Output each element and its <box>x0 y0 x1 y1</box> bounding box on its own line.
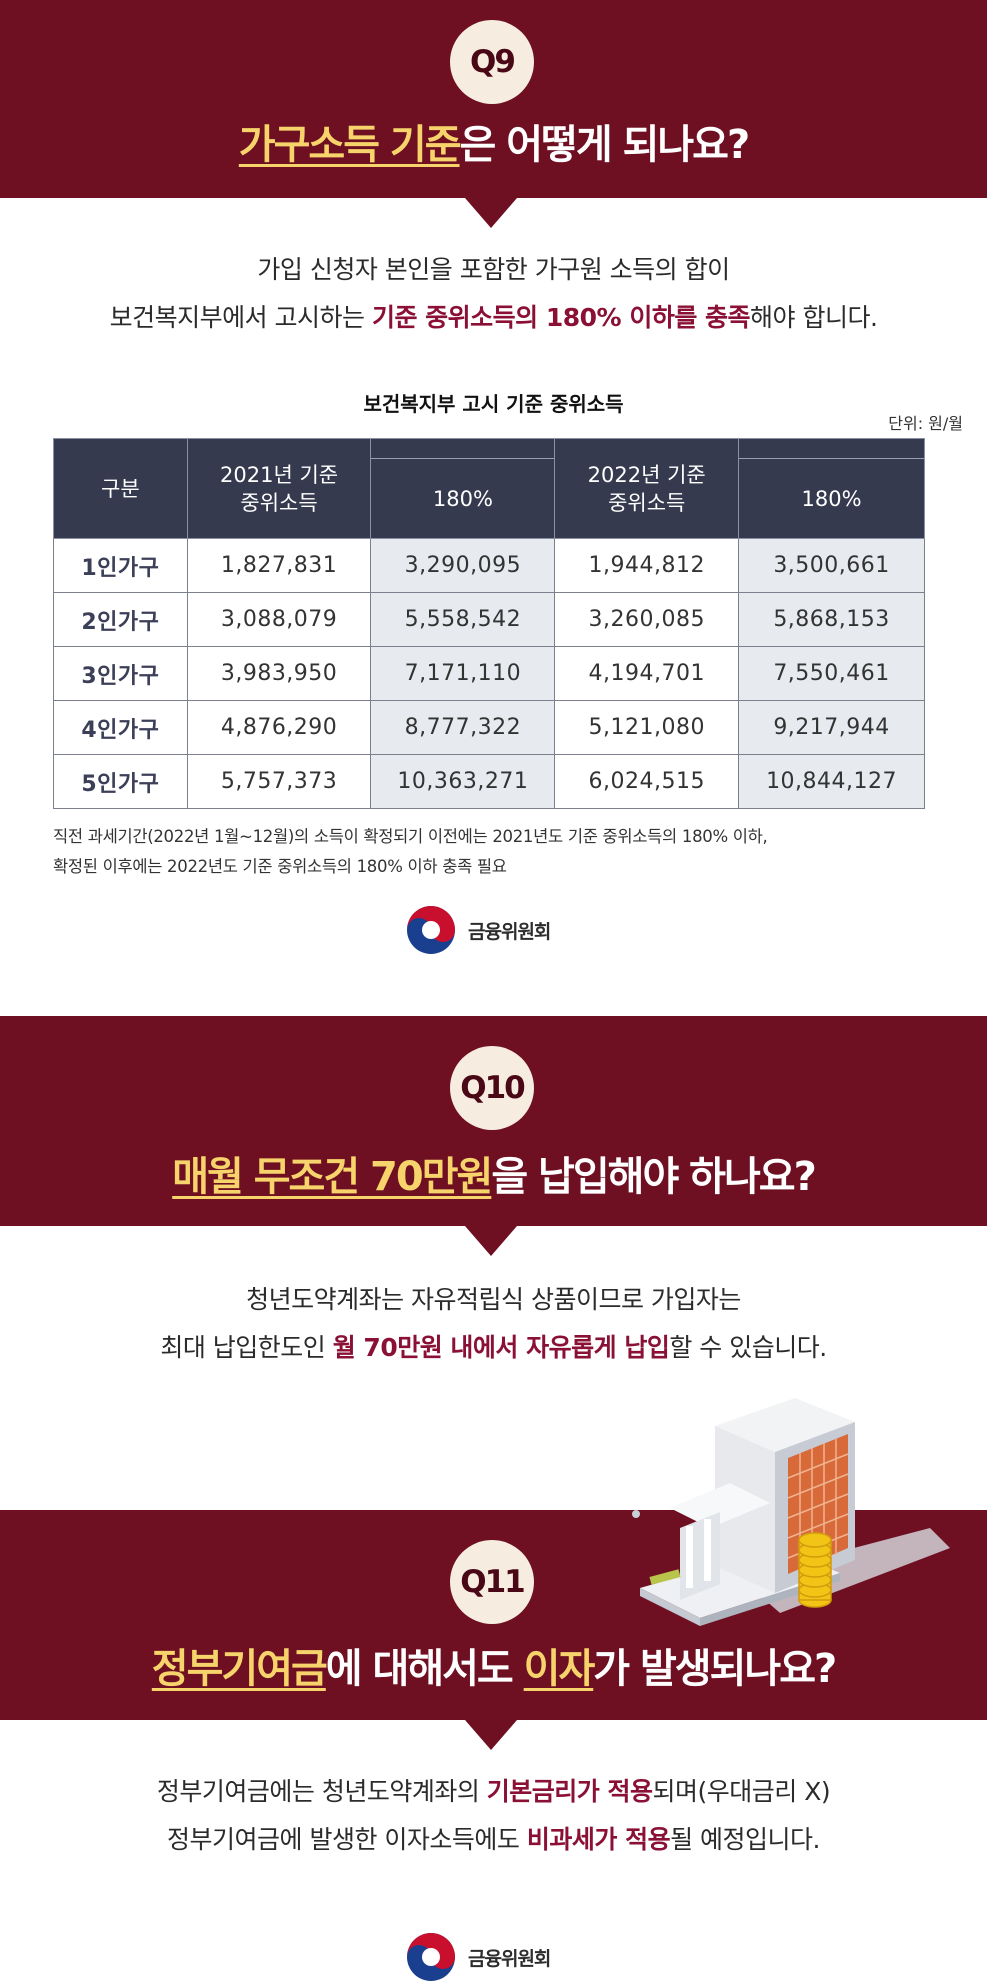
header-2021-pct: 180% <box>370 458 556 539</box>
q11-answer-line1: 정부기여금에는 청년도약계좌의 기본금리가 적용되며(우대금리 X) <box>0 1768 987 1816</box>
q9-line2-text-a: 보건복지부에서 고시하는 <box>109 303 372 332</box>
bank-building-icon <box>632 1398 950 1626</box>
q10-answer: 청년도약계좌는 자유적립식 상품이므로 가입자는 최대 납입한도인 월 70만원… <box>0 1276 987 1372</box>
header-2022-line2: 중위소득 <box>608 490 686 515</box>
table-row: 3인가구 3,983,950 7,171,110 4,194,701 7,550… <box>53 646 925 701</box>
cell-2022-median: 1,944,812 <box>554 538 740 593</box>
q10-title: 매월 무조건 70만원을 납입해야 하나요? <box>0 1144 987 1202</box>
q9-title-highlight: 가구소득 기준 <box>238 122 462 168</box>
coin-stack-icon <box>798 1532 832 1608</box>
cell-2021-180: 3,290,095 <box>370 538 556 593</box>
q10-line2-emphasis: 월 70만원 내에서 자유롭게 납입 <box>332 1333 670 1362</box>
q9-answer: 가입 신청자 본인을 포함한 가구원 소득의 합이 보건복지부에서 고시하는 기… <box>0 246 987 342</box>
cell-2021-median: 3,983,950 <box>186 646 372 701</box>
q9-badge: Q9 <box>450 20 534 104</box>
q10-answer-line2: 최대 납입한도인 월 70만원 내에서 자유롭게 납입할 수 있습니다. <box>0 1324 987 1372</box>
q11-answer: 정부기여금에는 청년도약계좌의 기본금리가 적용되며(우대금리 X) 정부기여금… <box>0 1768 987 1864</box>
table-header-row-2: 180% 180% <box>54 458 925 539</box>
q11-title: 정부기여금에 대해서도 이자가 발생되나요? <box>0 1636 987 1694</box>
q10-answer-line1: 청년도약계좌는 자유적립식 상품이므로 가입자는 <box>246 1285 741 1314</box>
table-footnote: 직전 과세기간(2022년 1월~12월)의 소득이 확정되기 이전에는 202… <box>53 822 768 882</box>
cell-2021-180: 7,171,110 <box>370 646 556 701</box>
table-row: 2인가구 3,088,079 5,558,542 3,260,085 5,868… <box>53 592 925 647</box>
q10-title-rest: 을 납입해야 하나요? <box>491 1154 816 1200</box>
header-2021-line2: 중위소득 <box>240 490 318 515</box>
taeguk-logo-icon <box>407 1933 455 1981</box>
row-label: 1인가구 <box>53 538 188 593</box>
q11-line2-emphasis: 비과세가 적용 <box>526 1825 671 1854</box>
row-label: 2인가구 <box>53 592 188 647</box>
q9-title: 가구소득 기준은 어떻게 되나요? <box>0 112 987 170</box>
q9-answer-line2: 보건복지부에서 고시하는 기준 중위소득의 180% 이하를 충족해야 합니다. <box>0 294 987 342</box>
logo-name: 금융위원회 <box>468 920 551 943</box>
cell-2021-180: 8,777,322 <box>370 700 556 755</box>
logo-name: 금융위원회 <box>468 1947 551 1970</box>
q11-line1-emphasis: 기본금리가 적용 <box>486 1777 653 1806</box>
table-row: 1인가구 1,827,831 3,290,095 1,944,812 3,500… <box>53 538 925 593</box>
header-2022-pct-spacer <box>738 438 925 459</box>
q11-title-highlight-2: 이자 <box>523 1646 596 1692</box>
q11-answer-line2: 정부기여금에 발생한 이자소득에도 비과세가 적용될 예정입니다. <box>0 1816 987 1864</box>
cell-2022-median: 6,024,515 <box>554 754 740 809</box>
cell-2022-180: 9,217,944 <box>738 700 925 755</box>
table-row: 4인가구 4,876,290 8,777,322 5,121,080 9,217… <box>53 700 925 755</box>
table-row: 5인가구 5,757,373 10,363,271 6,024,515 10,8… <box>53 754 925 809</box>
q11-title-highlight-1: 정부기여금 <box>151 1646 328 1692</box>
cell-2021-median: 3,088,079 <box>186 592 372 647</box>
q9-answer-line1: 가입 신청자 본인을 포함한 가구원 소득의 합이 <box>257 255 730 284</box>
footnote-line2: 확정된 이후에는 2022년도 기준 중위소득의 180% 이하 충족 필요 <box>53 857 507 876</box>
q11-line1-text-b: 되며(우대금리 X) <box>652 1777 831 1806</box>
q10-line2-text-b: 할 수 있습니다. <box>669 1333 827 1362</box>
taeguk-logo-icon <box>407 906 455 954</box>
cell-2022-180: 7,550,461 <box>738 646 925 701</box>
header-2022-line1: 2022년 기준 <box>587 462 706 487</box>
header-2021-pct-spacer <box>370 438 556 459</box>
table-title: 보건복지부 고시 기준 중위소득 <box>363 392 624 416</box>
cell-2021-median: 4,876,290 <box>186 700 372 755</box>
q10-line2-text-a: 최대 납입한도인 <box>160 1333 333 1362</box>
cell-2022-median: 4,194,701 <box>554 646 740 701</box>
row-label: 4인가구 <box>53 700 188 755</box>
cell-2022-180: 3,500,661 <box>738 538 925 593</box>
row-label: 5인가구 <box>53 754 188 809</box>
fsc-logo-bottom: 금융위원회 <box>406 1932 551 1982</box>
q10-badge: Q10 <box>450 1046 534 1130</box>
q9-line2-emphasis: 기준 중위소득의 180% 이하를 충족 <box>371 303 751 332</box>
header-category: 구분 <box>53 438 188 539</box>
fsc-logo: 금융위원회 <box>406 905 551 955</box>
cell-2022-180: 5,868,153 <box>738 592 925 647</box>
q11-badge: Q11 <box>450 1540 534 1624</box>
cell-2021-180: 5,558,542 <box>370 592 556 647</box>
cell-2021-180: 10,363,271 <box>370 754 556 809</box>
row-label: 3인가구 <box>53 646 188 701</box>
cell-2021-median: 1,827,831 <box>186 538 372 593</box>
q10-title-highlight: 매월 무조건 70만원 <box>172 1154 493 1200</box>
q9-title-rest: 은 어떻게 되나요? <box>459 122 751 168</box>
table-unit: 단위: 원/월 <box>888 414 963 433</box>
cell-2022-180: 10,844,127 <box>738 754 925 809</box>
cell-2022-median: 5,121,080 <box>554 700 740 755</box>
q9-pointer <box>465 198 517 228</box>
cell-2021-median: 5,757,373 <box>186 754 372 809</box>
q11-pointer <box>465 1720 517 1750</box>
q11-title-rest: 가 발생되나요? <box>593 1646 837 1692</box>
q11-line1-text-a: 정부기여금에는 청년도약계좌의 <box>156 1777 487 1806</box>
cell-2022-median: 3,260,085 <box>554 592 740 647</box>
q11-title-mid: 에 대해서도 <box>325 1646 524 1692</box>
q10-pointer <box>465 1226 517 1256</box>
header-2021-line1: 2021년 기준 <box>220 462 339 487</box>
q9-line2-text-b: 해야 합니다. <box>750 303 878 332</box>
footnote-line1: 직전 과세기간(2022년 1월~12월)의 소득이 확정되기 이전에는 202… <box>53 827 768 846</box>
q11-line2-text-b: 될 예정입니다. <box>670 1825 820 1854</box>
q11-line2-text-a: 정부기여금에 발생한 이자소득에도 <box>167 1825 527 1854</box>
header-2022-pct: 180% <box>738 458 925 539</box>
